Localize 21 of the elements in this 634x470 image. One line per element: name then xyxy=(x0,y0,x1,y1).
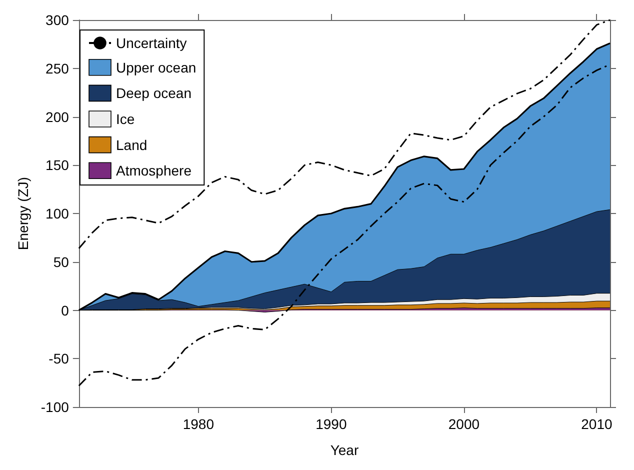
y-tick-label: 250 xyxy=(46,60,70,76)
y-tick-label: 300 xyxy=(46,12,70,28)
legend-label: Deep ocean xyxy=(116,85,192,102)
legend-label: Atmosphere xyxy=(116,162,192,179)
x-tick-label: 2010 xyxy=(581,416,613,432)
y-axis-title: Energy (ZJ) xyxy=(15,176,31,250)
y-tick-label: -100 xyxy=(40,399,70,415)
x-axis-title: Year xyxy=(330,442,359,458)
y-tick-label: -50 xyxy=(48,350,70,367)
x-tick-label: 2000 xyxy=(448,416,480,432)
legend-label: Upper ocean xyxy=(116,59,196,76)
legend-label: Ice xyxy=(116,111,135,127)
y-tick-label: 100 xyxy=(46,206,70,222)
y-tick-label: 150 xyxy=(46,157,70,174)
legend-label: Uncertainty xyxy=(116,35,187,51)
x-tick-label: 1990 xyxy=(316,416,347,432)
y-tick-label: 200 xyxy=(46,108,70,125)
legend-label: Land xyxy=(116,136,148,153)
y-tick-label: 50 xyxy=(53,254,70,270)
y-tick-label: 0 xyxy=(61,302,70,318)
x-tick-label: 1980 xyxy=(182,416,214,432)
